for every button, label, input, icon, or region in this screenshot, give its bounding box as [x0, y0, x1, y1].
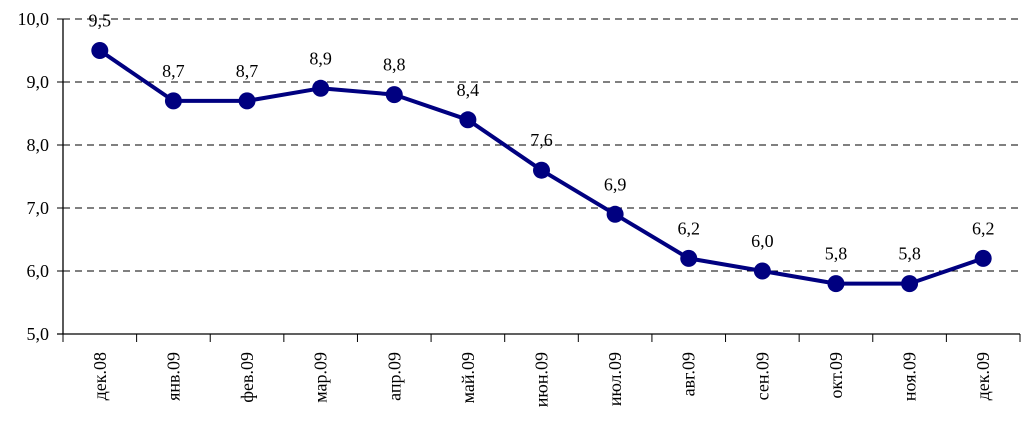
- x-tick-label: сен.09: [752, 352, 772, 400]
- x-tick-label: дек.08: [90, 352, 110, 400]
- x-tick-label: окт.09: [826, 352, 846, 399]
- x-tick-label: июн.09: [532, 352, 552, 407]
- data-point: [91, 42, 109, 59]
- data-point: [459, 111, 477, 129]
- data-point: [164, 92, 182, 110]
- x-tick-label: дек.09: [973, 352, 993, 400]
- data-point: [312, 79, 330, 97]
- x-tick-label: апр.09: [384, 352, 404, 401]
- data-point: [753, 262, 771, 280]
- data-label: 7,6: [530, 130, 553, 150]
- data-label: 8,8: [383, 55, 406, 75]
- data-label: 8,7: [236, 61, 259, 81]
- x-tick-label: мар.09: [311, 352, 331, 403]
- data-point: [901, 275, 919, 293]
- data-label: 9,5: [89, 11, 112, 31]
- data-label: 5,8: [825, 244, 848, 264]
- x-tick-label: янв.09: [163, 352, 183, 401]
- y-tick-label: 7,0: [27, 198, 50, 218]
- x-tick-label: май.09: [458, 352, 478, 403]
- data-point: [533, 161, 550, 179]
- y-tick-label: 8,0: [27, 135, 50, 155]
- x-tick-label: авг.09: [679, 352, 699, 396]
- data-label: 6,2: [972, 218, 995, 238]
- data-point: [680, 249, 698, 267]
- x-tick-label: ноя.09: [900, 352, 920, 401]
- data-label: 8,9: [309, 48, 332, 68]
- x-tick-label: июл.09: [605, 352, 625, 406]
- y-tick-label: 5,0: [27, 324, 50, 344]
- data-label: 8,4: [457, 80, 480, 100]
- y-tick-label: 10,0: [18, 9, 50, 29]
- data-label: 6,9: [604, 174, 627, 194]
- data-point: [827, 275, 845, 293]
- data-label: 6,0: [751, 231, 774, 251]
- x-tick-label: фев.09: [237, 352, 257, 403]
- data-point: [238, 92, 256, 110]
- data-point: [606, 205, 624, 223]
- y-tick-label: 9,0: [27, 72, 50, 92]
- data-label: 5,8: [898, 244, 921, 264]
- data-label: 8,7: [162, 61, 185, 81]
- data-point: [385, 86, 403, 104]
- y-tick-label: 6,0: [27, 261, 50, 281]
- data-point: [974, 249, 992, 267]
- data-label: 6,2: [677, 218, 700, 238]
